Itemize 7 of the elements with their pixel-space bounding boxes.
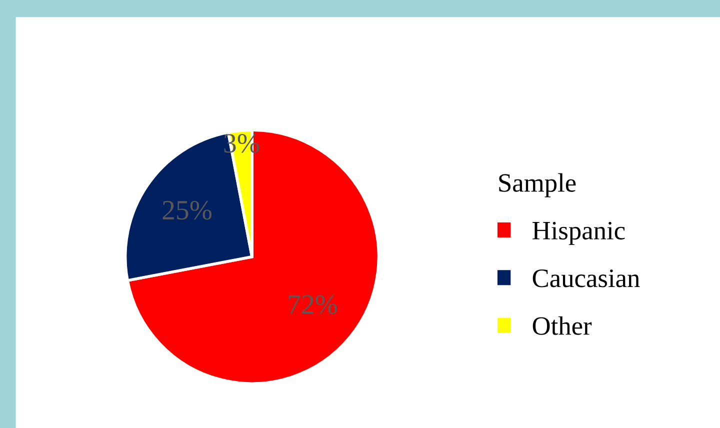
pie-slice	[126, 128, 380, 385]
legend-title: Sample	[499, 173, 576, 198]
legend-label: Hispanic	[532, 222, 625, 245]
legend-label: Other	[532, 316, 592, 335]
data-label: 72%	[288, 295, 338, 314]
legend-label: Caucasian	[532, 270, 640, 288]
data-label: 25%	[162, 200, 212, 220]
